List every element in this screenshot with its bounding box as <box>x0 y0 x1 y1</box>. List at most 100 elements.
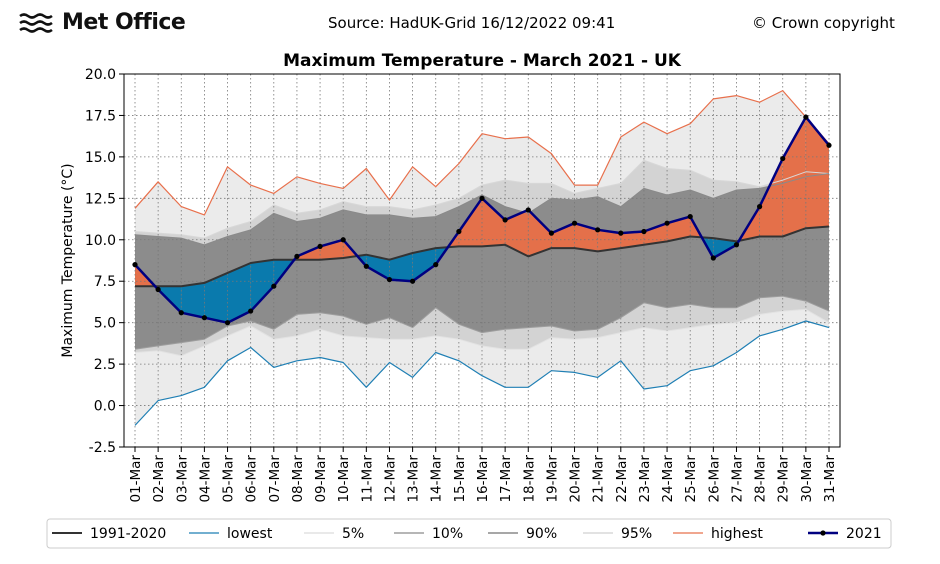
legend-item: 95% <box>583 526 652 542</box>
point-2021 <box>780 155 786 162</box>
x-tick-label: 30-Mar <box>799 455 815 503</box>
x-tick-label: 06-Mar <box>244 455 260 503</box>
point-2021 <box>294 253 300 259</box>
point-2021 <box>456 228 462 235</box>
legend-label: 5% <box>342 526 364 542</box>
x-tick-label: 27-Mar <box>729 455 745 503</box>
point-2021 <box>595 227 601 233</box>
point-2021 <box>826 142 832 148</box>
above-normal-fill <box>505 209 529 257</box>
legend-item: 5% <box>304 526 364 542</box>
x-tick-label: 26-Mar <box>706 455 722 503</box>
point-2021 <box>618 230 624 236</box>
above-normal-fill <box>482 198 506 247</box>
below-normal-fill <box>204 272 228 323</box>
x-tick-label: 20-Mar <box>568 455 584 503</box>
legend: 1991-2020 lowest 5% 10% 90% 95% highest 2021 <box>46 518 892 549</box>
line-1991-2020 <box>135 225 830 288</box>
below-normal-fill <box>412 248 436 282</box>
legend-label: highest <box>711 526 763 542</box>
met-office-logo: Met Office <box>18 10 186 35</box>
point-2021 <box>410 278 416 284</box>
line-10pct <box>134 295 830 350</box>
above-normal-fill <box>643 223 668 245</box>
above-normal-fill <box>528 209 552 257</box>
legend-item: highest <box>673 526 763 542</box>
x-tick-label: 31-Mar <box>822 455 838 503</box>
x-tick-label: 02-Mar <box>151 455 167 503</box>
x-tick-label: 28-Mar <box>753 455 769 503</box>
point-2021 <box>178 310 184 316</box>
y-axis-label: Maximum Temperature (°C) <box>60 163 76 357</box>
x-tick-label: 23-Mar <box>637 455 653 503</box>
below-normal-fill <box>250 259 274 312</box>
x-tick-label: 21-Mar <box>591 455 607 503</box>
logo-text: Met Office <box>62 10 186 35</box>
x-tick-label: 01-Mar <box>128 455 144 503</box>
legend-label: 95% <box>621 526 652 542</box>
y-tick-label: -2.5 <box>89 440 116 456</box>
point-2021 <box>664 220 670 226</box>
above-normal-fill <box>782 117 806 237</box>
above-normal-fill <box>551 223 575 249</box>
legend-item: 1991-2020 <box>52 526 166 542</box>
legend-label: 2021 <box>846 526 882 542</box>
point-2021 <box>340 237 346 243</box>
y-tick-label: 7.5 <box>94 274 116 290</box>
legend-item: lowest <box>189 526 273 542</box>
y-tick-label: 20.0 <box>85 67 116 83</box>
x-tick-label: 10-Mar <box>336 455 352 503</box>
point-2021 <box>757 204 763 210</box>
point-2021 <box>224 320 231 326</box>
y-tick-label: 17.5 <box>85 108 116 124</box>
point-2021 <box>548 230 555 236</box>
below-normal-fill <box>713 238 737 259</box>
y-tick-label: 5.0 <box>94 316 116 332</box>
y-tick-label: 10.0 <box>85 233 116 249</box>
legend-item: 90% <box>488 526 557 542</box>
above-normal-fill <box>574 223 598 252</box>
x-tick-label: 13-Mar <box>406 455 422 503</box>
point-2021 <box>641 228 647 235</box>
line-95pct <box>134 159 830 239</box>
x-tick-label: 12-Mar <box>382 455 398 503</box>
point-2021 <box>433 262 439 268</box>
y-tick-label: 0.0 <box>94 399 116 415</box>
legend-label: 10% <box>432 526 463 542</box>
x-tick-label: 22-Mar <box>614 455 630 503</box>
x-tick-label: 05-Mar <box>221 455 237 503</box>
source-text: Source: HadUK-Grid 16/12/2022 09:41 <box>328 14 616 32</box>
point-2021 <box>271 283 277 289</box>
x-tick-label: 16-Mar <box>475 455 491 503</box>
x-tick-label: 18-Mar <box>521 455 537 503</box>
x-tick-label: 19-Mar <box>544 455 560 503</box>
chart-title: Maximum Temperature - March 2021 - UK <box>283 51 682 71</box>
met-office-logo-icon <box>19 12 53 33</box>
legend-label: lowest <box>227 526 273 542</box>
band-10-90 <box>135 173 829 350</box>
y-tick-label: 15.0 <box>85 150 116 166</box>
point-2021 <box>502 217 508 223</box>
x-tick-label: 09-Mar <box>313 455 329 503</box>
below-normal-fill <box>389 253 413 282</box>
line-90pct <box>134 173 830 246</box>
line-lowest <box>134 320 830 426</box>
x-tick-label: 04-Mar <box>197 455 213 503</box>
legend-label: 1991-2020 <box>90 526 166 542</box>
above-normal-fill <box>597 229 621 252</box>
x-tick-label: 29-Mar <box>776 455 792 503</box>
point-2021 <box>733 242 740 248</box>
point-2021 <box>155 286 161 293</box>
below-normal-fill <box>366 254 390 280</box>
x-tick-label: 14-Mar <box>429 455 445 503</box>
point-2021 <box>363 263 369 269</box>
above-normal-fill <box>458 198 482 247</box>
point-2021 <box>803 114 809 120</box>
point-2021 <box>525 207 531 213</box>
x-tick-label: 03-Mar <box>174 455 190 503</box>
point-2021 <box>687 213 693 220</box>
copyright-text: © Crown copyright <box>752 14 895 32</box>
point-2021 <box>201 315 207 321</box>
point-2021 <box>317 243 323 250</box>
